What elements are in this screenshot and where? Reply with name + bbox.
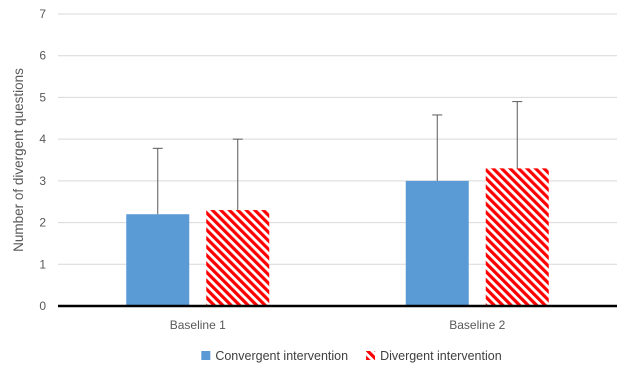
legend: Convergent intervention Divergent interve… [201, 349, 502, 363]
y-tick-label: 7 [39, 7, 46, 21]
legend-item-convergent: Convergent intervention [201, 349, 348, 363]
x-tick-label: Baseline 2 [449, 318, 505, 332]
y-tick-label: 0 [39, 299, 46, 313]
y-axis-title: Number of divergent questions [11, 68, 26, 252]
bar-divergent-1 [206, 210, 270, 306]
legend-label: Divergent intervention [380, 349, 502, 363]
legend-item-divergent: Divergent intervention [366, 349, 502, 363]
bar-convergent-2 [405, 180, 469, 306]
bar-divergent-2 [485, 168, 549, 306]
y-tick-label: 2 [39, 216, 46, 230]
y-axis-ticks: 0 1 2 3 4 5 6 7 [39, 7, 46, 313]
x-tick-label: Baseline 1 [170, 318, 226, 332]
y-tick-label: 1 [39, 257, 46, 271]
legend-label: Convergent intervention [215, 349, 348, 363]
legend-swatch [366, 351, 376, 360]
bars [126, 168, 549, 306]
y-tick-label: 4 [39, 132, 46, 146]
y-tick-label: 5 [39, 90, 46, 104]
y-tick-label: 3 [39, 174, 46, 188]
error-bars [152, 101, 523, 215]
bar-convergent-1 [126, 214, 190, 306]
y-tick-label: 6 [39, 49, 46, 63]
x-axis-ticks: Baseline 1 Baseline 2 [170, 318, 506, 332]
legend-swatch [201, 351, 211, 360]
